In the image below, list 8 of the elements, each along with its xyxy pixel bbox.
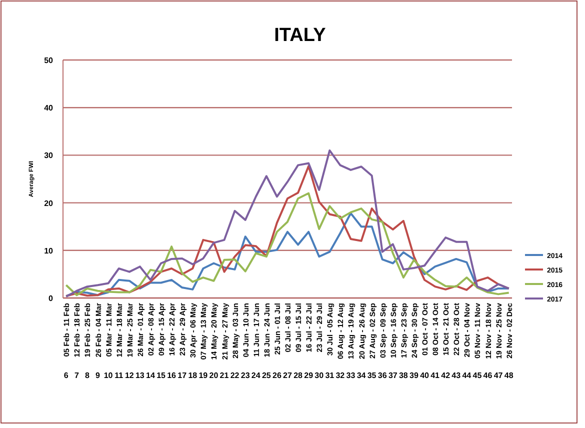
y-tick-label: 50 [44, 56, 54, 65]
y-tick-label: 0 [48, 294, 54, 303]
y-tick-label: 20 [44, 198, 54, 208]
y-tick-label: 30 [44, 151, 54, 160]
line-series [65, 192, 510, 296]
y-tick-label: 10 [44, 246, 54, 256]
y-tick-label: 40 [44, 104, 54, 113]
chart-title: ITALY [274, 25, 326, 46]
